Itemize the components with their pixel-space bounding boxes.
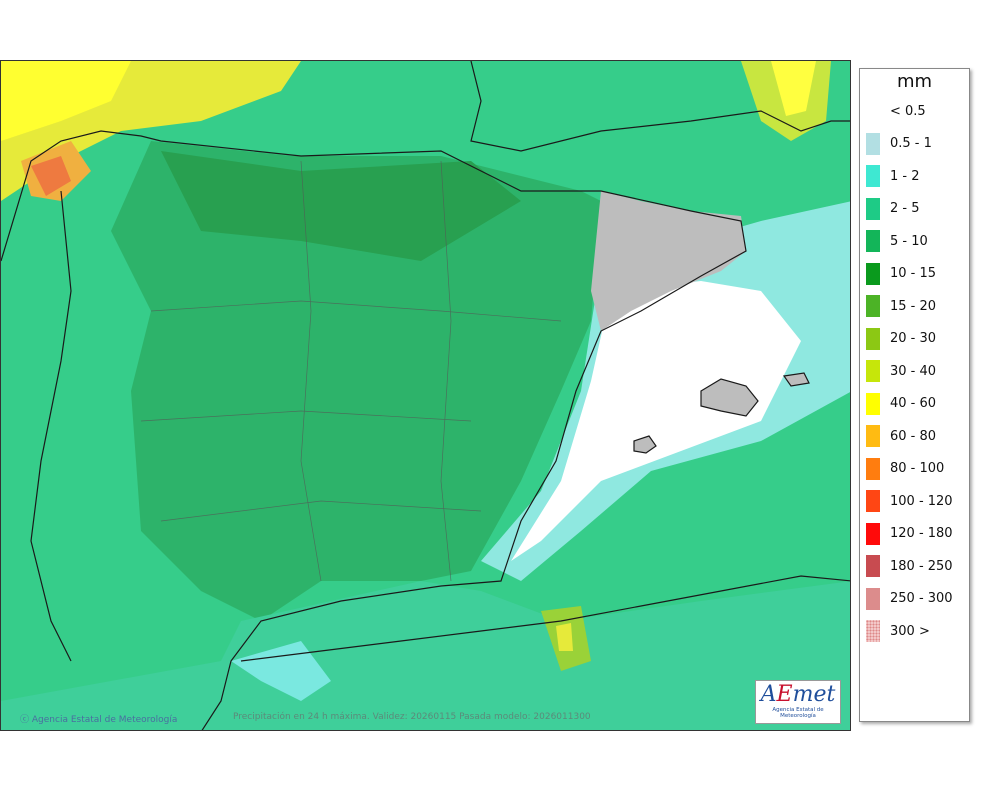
legend-label: 40 - 60	[890, 396, 937, 411]
legend-item: 30 - 40	[866, 359, 936, 383]
agency-credit: ⓒ Agencia Estatal de Meteorología	[20, 712, 177, 725]
legend-label: 30 - 40	[890, 363, 937, 379]
legend-swatch	[866, 522, 880, 545]
legend-item: 180 - 250	[866, 554, 953, 578]
legend-swatch	[866, 295, 880, 317]
legend-item: 15 - 20	[866, 294, 936, 318]
legend-item: 5 - 10	[866, 229, 928, 253]
legend-label: 180 - 250	[890, 558, 953, 574]
legend-swatch	[866, 132, 880, 155]
legend-swatch	[866, 230, 880, 252]
legend-label: 5 - 10	[890, 233, 928, 249]
legend-swatch	[866, 620, 880, 642]
copyright-icon: ⓒ	[20, 715, 30, 725]
legend-swatch	[866, 490, 880, 512]
legend-swatch	[866, 165, 880, 187]
aemet-logo-brand: AEmet	[760, 682, 836, 707]
legend-swatch	[866, 327, 880, 350]
legend-item: 80 - 100	[866, 457, 944, 481]
precipitation-legend: mm < 0.5 0.5 - 1 1 - 2 2 - 5 5 - 10 10 - 15 15…	[859, 68, 970, 722]
legend-label: 1 - 2	[890, 168, 920, 184]
legend-swatch	[866, 197, 880, 220]
legend-label: < 0.5	[890, 103, 926, 119]
legend-item: 2 - 5	[866, 197, 920, 221]
agency-credit-text: Agencia Estatal de Meteorología	[31, 715, 178, 725]
legend-swatch	[866, 425, 880, 447]
legend-swatch	[866, 555, 880, 577]
legend-label: 100 - 120	[890, 493, 953, 509]
legend-item: 120 - 180	[866, 522, 953, 546]
legend-label: 300 >	[890, 623, 930, 639]
legend-swatch	[866, 262, 880, 285]
legend-item: 40 - 60	[866, 392, 936, 416]
legend-item: 60 - 80	[866, 424, 936, 448]
legend-item: 100 - 120	[866, 489, 953, 513]
legend-swatch	[866, 587, 880, 610]
aemet-logo: AEmet Agencia Estatal de Meteorología	[755, 680, 841, 724]
legend-swatch	[866, 360, 880, 382]
legend-item: 300 >	[866, 619, 930, 643]
precipitation-map	[0, 60, 851, 731]
legend-unit: mm	[896, 71, 933, 92]
legend-label: 20 - 30	[890, 331, 937, 346]
legend-swatch	[866, 100, 880, 122]
legend-item: 20 - 30	[866, 327, 936, 351]
legend-item: < 0.5	[866, 99, 926, 123]
legend-swatch	[866, 457, 880, 480]
legend-label: 10 - 15	[890, 266, 937, 281]
legend-item: 1 - 2	[866, 164, 920, 188]
legend-label: 15 - 20	[890, 298, 937, 314]
legend-label: 60 - 80	[890, 428, 937, 444]
legend-item: 250 - 300	[866, 587, 953, 611]
legend-swatch	[866, 392, 880, 415]
legend-label: 2 - 5	[890, 201, 920, 216]
legend-label: 80 - 100	[890, 461, 945, 476]
map-caption: Precipitación en 24 h máxima. Validez: 2…	[233, 712, 591, 722]
legend-label: 0.5 - 1	[890, 136, 932, 151]
legend-item: 0.5 - 1	[866, 132, 932, 156]
aemet-logo-subtitle: Agencia Estatal de Meteorología	[772, 707, 824, 719]
legend-label: 120 - 180	[890, 526, 953, 541]
legend-item: 10 - 15	[866, 262, 936, 286]
legend-label: 250 - 300	[890, 591, 953, 606]
